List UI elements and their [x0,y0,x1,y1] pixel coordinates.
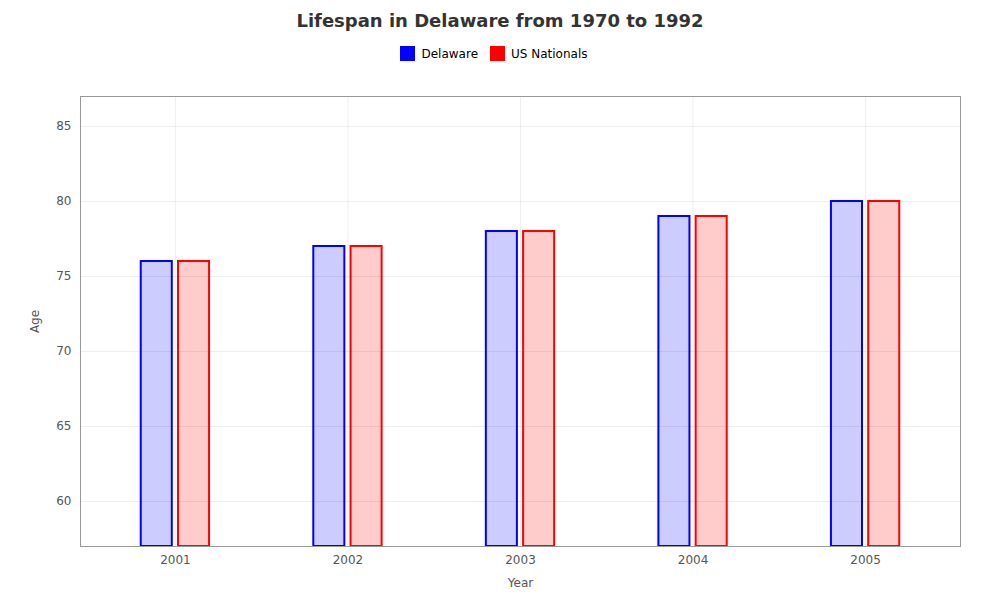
svg-text:85: 85 [56,119,71,133]
svg-text:2005: 2005 [850,553,881,567]
svg-text:80: 80 [56,194,71,208]
svg-text:75: 75 [56,269,71,283]
svg-text:2003: 2003 [505,553,536,567]
svg-text:2001: 2001 [160,553,191,567]
svg-text:Age: Age [28,310,42,333]
html-text:Delaware: Delaware [421,46,478,61]
html-text:US Nationals: US Nationals [511,46,588,61]
svg-text:2004: 2004 [678,553,709,567]
svg-text:70: 70 [56,344,71,358]
svg-text:Year: Year [507,576,533,590]
svg-text:2002: 2002 [333,553,364,567]
svg-text:60: 60 [56,494,71,508]
svg-text:65: 65 [56,419,71,433]
html-text:Lifespan in Delaware from 1970: Lifespan in Delaware from 1970 to 1992 [296,10,704,31]
